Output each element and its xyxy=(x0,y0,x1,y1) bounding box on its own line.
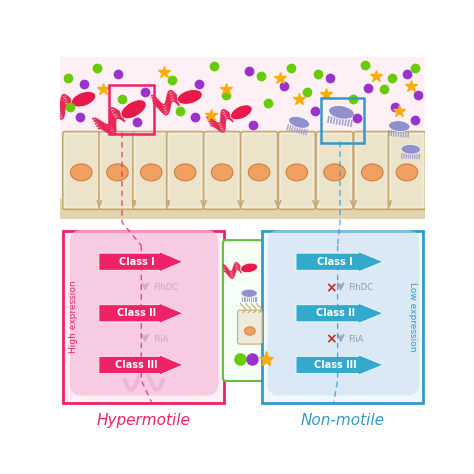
FancyBboxPatch shape xyxy=(133,132,170,210)
Ellipse shape xyxy=(248,164,270,181)
Ellipse shape xyxy=(241,289,257,297)
FancyArrow shape xyxy=(99,355,183,375)
Ellipse shape xyxy=(396,164,418,181)
Text: Class III: Class III xyxy=(314,360,356,370)
Ellipse shape xyxy=(324,164,346,181)
Text: ×: × xyxy=(325,281,337,295)
FancyArrow shape xyxy=(296,252,383,272)
Text: EHEC O157:H7: EHEC O157:H7 xyxy=(272,264,335,273)
Ellipse shape xyxy=(289,117,310,128)
FancyBboxPatch shape xyxy=(204,132,241,210)
FancyArrow shape xyxy=(296,355,383,375)
Ellipse shape xyxy=(71,164,92,181)
FancyBboxPatch shape xyxy=(278,132,315,210)
Ellipse shape xyxy=(177,90,202,104)
Text: Class III: Class III xyxy=(116,360,158,370)
FancyBboxPatch shape xyxy=(170,135,201,206)
Text: Hypermotile: Hypermotile xyxy=(96,413,190,428)
Text: FlhDC: FlhDC xyxy=(348,283,374,292)
FancyArrow shape xyxy=(99,303,183,323)
FancyBboxPatch shape xyxy=(354,132,391,210)
Text: FliA: FliA xyxy=(348,335,364,344)
Ellipse shape xyxy=(245,327,255,335)
FancyBboxPatch shape xyxy=(63,231,224,403)
Text: Class I: Class I xyxy=(318,257,353,267)
Text: Epithelial cell: Epithelial cell xyxy=(272,323,328,332)
FancyBboxPatch shape xyxy=(241,132,278,210)
FancyBboxPatch shape xyxy=(319,135,350,206)
FancyBboxPatch shape xyxy=(282,135,312,206)
FancyArrow shape xyxy=(296,303,383,323)
Text: Non-motile: Non-motile xyxy=(301,413,384,428)
FancyArrow shape xyxy=(99,252,183,272)
Ellipse shape xyxy=(211,164,233,181)
Text: FliA: FliA xyxy=(153,335,168,344)
Ellipse shape xyxy=(174,164,196,181)
FancyBboxPatch shape xyxy=(207,135,237,206)
FancyBboxPatch shape xyxy=(392,135,422,206)
Ellipse shape xyxy=(107,164,128,181)
Ellipse shape xyxy=(230,105,252,120)
Text: FlhDC: FlhDC xyxy=(153,283,178,292)
Text: ×: × xyxy=(325,332,337,346)
FancyBboxPatch shape xyxy=(70,230,219,396)
Text: Low expression: Low expression xyxy=(408,283,417,352)
FancyBboxPatch shape xyxy=(237,310,262,344)
Text: Class II: Class II xyxy=(316,308,355,318)
Ellipse shape xyxy=(401,145,420,154)
FancyBboxPatch shape xyxy=(167,132,204,210)
FancyBboxPatch shape xyxy=(223,240,341,381)
FancyBboxPatch shape xyxy=(99,132,136,210)
FancyBboxPatch shape xyxy=(389,132,425,210)
Ellipse shape xyxy=(140,164,162,181)
Ellipse shape xyxy=(328,106,354,119)
FancyBboxPatch shape xyxy=(267,230,419,396)
Text: Class II: Class II xyxy=(117,308,156,318)
FancyBboxPatch shape xyxy=(66,135,97,206)
Ellipse shape xyxy=(389,121,410,132)
Ellipse shape xyxy=(72,91,96,107)
Ellipse shape xyxy=(121,100,146,118)
FancyBboxPatch shape xyxy=(63,132,100,210)
FancyBboxPatch shape xyxy=(357,135,388,206)
Text: Signaling
molecules: Signaling molecules xyxy=(276,349,319,368)
Ellipse shape xyxy=(240,263,258,273)
FancyBboxPatch shape xyxy=(136,135,167,206)
Bar xyxy=(61,57,425,211)
FancyBboxPatch shape xyxy=(262,231,423,403)
Text: Class I: Class I xyxy=(119,257,155,267)
Text: High expression: High expression xyxy=(69,281,78,354)
FancyBboxPatch shape xyxy=(102,135,133,206)
FancyBboxPatch shape xyxy=(316,132,353,210)
FancyBboxPatch shape xyxy=(244,135,274,206)
Bar xyxy=(61,200,425,219)
Ellipse shape xyxy=(286,164,308,181)
Ellipse shape xyxy=(362,164,383,181)
